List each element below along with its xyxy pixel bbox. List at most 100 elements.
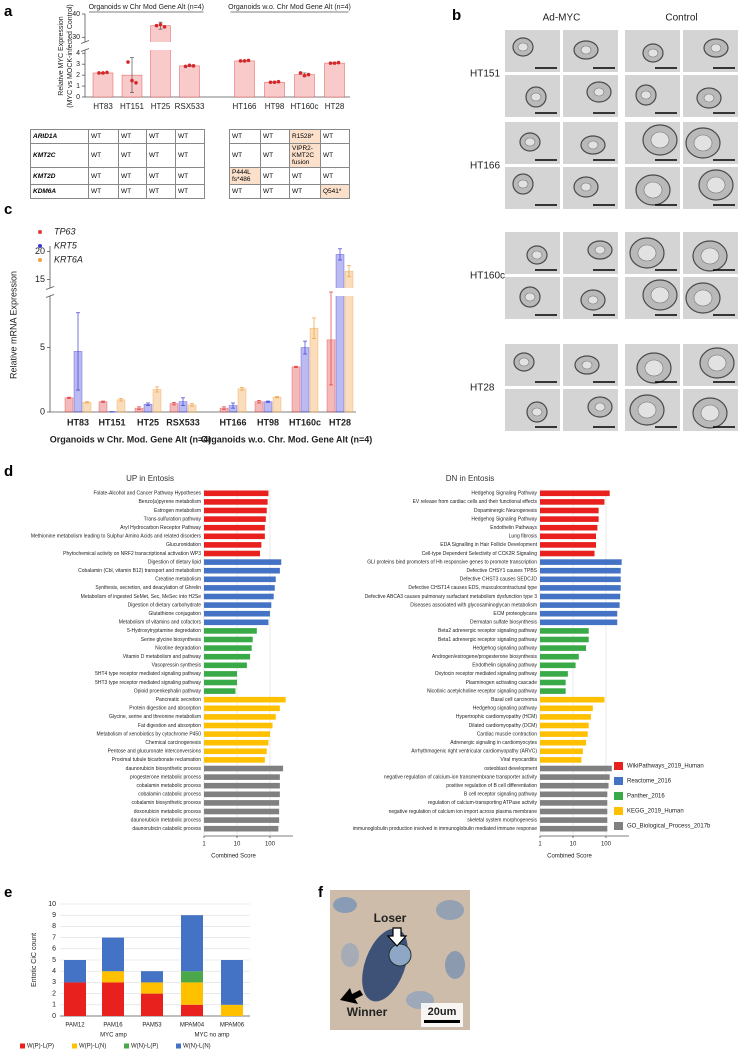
bar (204, 817, 280, 823)
organoid-lumen (644, 359, 664, 377)
x-tick-label: 10 (234, 842, 241, 848)
x-tick-label: HT98 (265, 102, 285, 111)
x-tick-label: HT83 (67, 417, 89, 427)
bar-segment (64, 982, 86, 1016)
bar-label: skeletal system morphogenesis (467, 817, 537, 823)
bar (204, 739, 269, 746)
organoid-lumen (700, 247, 720, 265)
organoid-lumen (637, 401, 657, 419)
data-point (187, 63, 192, 68)
panel-f-image: Loser Winner 20um (330, 890, 470, 1030)
organoid-lumen (593, 87, 605, 97)
cell (445, 951, 465, 979)
error-bar (101, 400, 105, 403)
bar (540, 602, 620, 608)
cell (341, 943, 359, 967)
bar-label: daunorubicin biosynthetic process (126, 766, 202, 772)
x-tick-label: PAM53 (142, 1023, 162, 1029)
bar-label: cobalamin biosynthetic process (132, 800, 202, 806)
data-point (242, 59, 247, 63)
legend-marker (38, 230, 42, 234)
bar (204, 671, 237, 677)
group-label: Organoids w.o. Chr. Mod. Gene Alt (n=4) (201, 434, 373, 444)
bar (152, 389, 162, 413)
bar-label: Proximal tubule bicarbonate reclamation (112, 757, 201, 763)
cell (436, 900, 464, 920)
x-tick-label: HT151 (120, 102, 145, 111)
table-body: ARID1A WT WT WT WT WT WT R1528* WT KMT2C WT WT WT WT W… (30, 129, 350, 199)
axis-break-mark (80, 48, 90, 52)
mutation-cell: WT (260, 184, 290, 199)
gene-cell: KMT2C (30, 143, 89, 168)
organoid-lumen (531, 250, 543, 260)
winner-label: Winner (347, 1005, 388, 1019)
bar-label: Dilated cardiomyopathy (DCM) (469, 723, 538, 729)
organoid-lumen (530, 92, 542, 102)
bar (291, 366, 301, 413)
mutation-cell: WT (88, 143, 119, 168)
bar (204, 662, 247, 669)
y-tick-label: 1 (76, 83, 80, 90)
bar-label: 5HT4 type receptor mediated signaling pa… (95, 671, 201, 677)
organoid-lumen (580, 45, 592, 55)
data-point (162, 25, 167, 29)
bar-label: Phytochemical activity on NRF2 transcrip… (63, 551, 201, 557)
y-tick-label: 30 (72, 34, 80, 41)
organoid-lumen (517, 42, 529, 52)
bar-segment (102, 971, 124, 983)
error-bar (257, 400, 261, 404)
table-row: KMT2C WT WT WT WT WT WT VIPR2-KMT2C fusion WT (30, 143, 350, 168)
bar (540, 628, 589, 634)
data-point (336, 60, 341, 65)
x-tick-label: 1 (538, 842, 542, 848)
bar-label: Cardiac muscle contraction (477, 731, 538, 737)
bar-label: Glutathione conjugation (148, 611, 201, 617)
mutation-cell: WT (229, 143, 261, 168)
bar (204, 714, 276, 720)
group-label: MYC no amp (194, 1033, 230, 1039)
organoid-lumen (581, 360, 593, 370)
legend-label: KRT6A (54, 254, 83, 264)
bar-label: Protein digestion and absorption (129, 706, 201, 712)
bar-segment (102, 937, 124, 972)
mutation-cell: Q541* (320, 184, 350, 199)
bar (204, 593, 274, 600)
bar (204, 782, 280, 789)
y-tick-label: 20 (35, 246, 45, 256)
gap-cell (204, 129, 230, 144)
x-tick-label: HT166 (232, 102, 257, 111)
y-tick-label: 0 (76, 94, 80, 101)
gap-cell (204, 167, 230, 185)
legend-label: W(P)-L(N) (79, 1044, 106, 1050)
data-point (191, 64, 196, 68)
organoid-lumen (710, 43, 722, 53)
row-label: HT151 (470, 69, 500, 80)
gene-cell: KMT2D (30, 167, 89, 185)
mutation-cell: WT (88, 184, 119, 199)
panel-label: f (318, 884, 324, 901)
loser-arrow (386, 927, 408, 947)
legend-label: KRT5 (54, 240, 78, 250)
bar-label: Hedgehog Signaling Pathway (471, 491, 537, 497)
y-tick-label: 9 (52, 912, 56, 919)
bar (540, 688, 566, 694)
bar-label: Estrogen metabolism (154, 508, 201, 514)
legend-label: W(N)-L(N) (183, 1044, 211, 1050)
bar-label: Arrhythmogenic right ventricular cardiom… (411, 749, 537, 755)
error-bar (303, 340, 307, 355)
bar-label: 5HT3 type receptor mediated signaling pa… (95, 680, 201, 686)
group-label: Organoids w.o. Chr Mod Gene Alt (n=4) (228, 4, 351, 11)
gap-cell (204, 143, 230, 168)
bar (540, 774, 610, 780)
bar-label: Metabolism of vitamins and cofactors (119, 620, 202, 626)
bar (540, 748, 583, 755)
row-label: HT166 (470, 161, 500, 172)
mutation-cell: WT (175, 129, 205, 144)
bar-label: daunorubicin catabolic process (132, 826, 201, 832)
bar (204, 825, 279, 832)
bar-label: Defective CHST14 causes EDS, musculocont… (408, 585, 537, 591)
bar (92, 72, 114, 98)
bar (204, 576, 276, 583)
organoid-lumen (650, 286, 670, 304)
